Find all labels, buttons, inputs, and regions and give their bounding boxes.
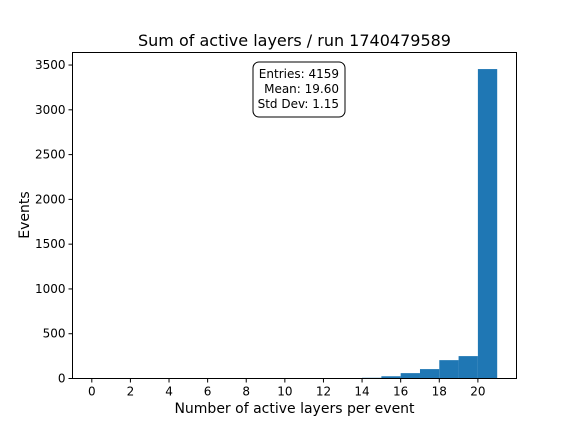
y-tick-label: 3500 [35,58,66,72]
y-tick-label: 3000 [35,103,66,117]
histogram-bar [477,69,498,379]
stats-std-dev: Std Dev: 1.15 [258,97,339,111]
x-tick-label: 12 [316,385,331,399]
y-tick-label: 500 [43,327,66,341]
x-tick-label: 20 [470,385,485,399]
stats-box: Entries: 4159 Mean: 19.60 Std Dev: 1.15 [252,61,346,118]
x-axis-ticks: 0 2 4 6 8 10 12 14 16 18 20 [88,378,486,399]
y-axis-title: Events [17,191,33,238]
histogram-bar [400,373,420,379]
plot-frame [72,52,517,379]
histogram-bar [381,376,401,379]
x-tick-label: 16 [393,385,408,399]
x-tick-label: 14 [354,385,369,399]
x-tick-label: 10 [277,385,292,399]
histogram-bar [439,360,459,379]
x-tick-label: 8 [242,385,250,399]
y-tick-label: 1000 [35,282,66,296]
x-tick-label: 0 [88,385,96,399]
x-tick-label: 4 [165,385,173,399]
y-tick-label: 0 [58,372,66,386]
stats-box-frame [252,61,346,118]
y-tick-label: 1500 [35,237,66,251]
x-axis-title: Number of active layers per event [174,401,415,417]
x-tick-label: 2 [127,385,135,399]
bars-group [342,69,498,379]
y-axis-ticks: 0 500 1000 1500 2000 2500 3000 3500 [35,58,73,386]
x-tick-label: 18 [432,385,447,399]
y-tick-label: 2500 [35,148,66,162]
stats-entries: Entries: 4159 [259,67,339,81]
chart-title: Sum of active layers / run 1740479589 [138,31,451,50]
y-tick-label: 2000 [35,192,66,206]
histogram-bar [458,356,478,379]
histogram-bar [419,369,440,379]
x-tick-label: 6 [204,385,212,399]
stats-mean: Mean: 19.60 [264,82,339,96]
